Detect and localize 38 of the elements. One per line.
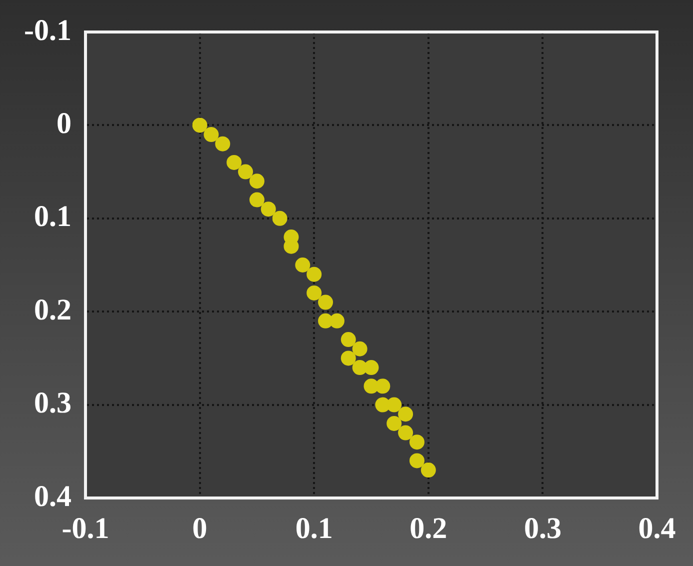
x-tick-label: 0 bbox=[192, 512, 208, 545]
y-tick-label: 0.1 bbox=[34, 200, 72, 234]
x-tick-label: -0.1 bbox=[62, 512, 110, 545]
y-tick-label: -0.1 bbox=[24, 14, 72, 47]
point bbox=[192, 118, 208, 133]
point bbox=[409, 453, 424, 468]
point bbox=[249, 192, 264, 208]
x-tick-label: 0.1 bbox=[295, 512, 333, 545]
y-tick-label: 0.3 bbox=[34, 386, 72, 420]
point bbox=[386, 397, 402, 412]
x-tick-label: 0.4 bbox=[638, 512, 676, 545]
point bbox=[318, 294, 334, 310]
y-tick-label: 0 bbox=[56, 106, 72, 140]
point bbox=[260, 202, 276, 217]
point bbox=[295, 258, 310, 272]
y-tick-label: 0.2 bbox=[34, 293, 72, 326]
point bbox=[329, 313, 344, 328]
point bbox=[386, 416, 402, 431]
point bbox=[249, 174, 264, 189]
point bbox=[204, 127, 219, 142]
point bbox=[352, 341, 368, 356]
point bbox=[340, 332, 356, 348]
point bbox=[420, 462, 436, 478]
point bbox=[364, 360, 379, 376]
point bbox=[272, 210, 288, 226]
point bbox=[409, 434, 424, 450]
point bbox=[238, 164, 254, 180]
point bbox=[398, 425, 414, 440]
x-tick-label: 0.2 bbox=[410, 512, 448, 545]
x-tick-label: 0.3 bbox=[524, 512, 562, 545]
point bbox=[398, 406, 414, 422]
point bbox=[375, 378, 390, 394]
y-tick-label: 0.4 bbox=[34, 480, 72, 513]
point bbox=[306, 285, 322, 300]
point bbox=[215, 136, 230, 152]
point bbox=[306, 266, 322, 282]
point bbox=[340, 350, 356, 366]
point bbox=[226, 154, 242, 170]
